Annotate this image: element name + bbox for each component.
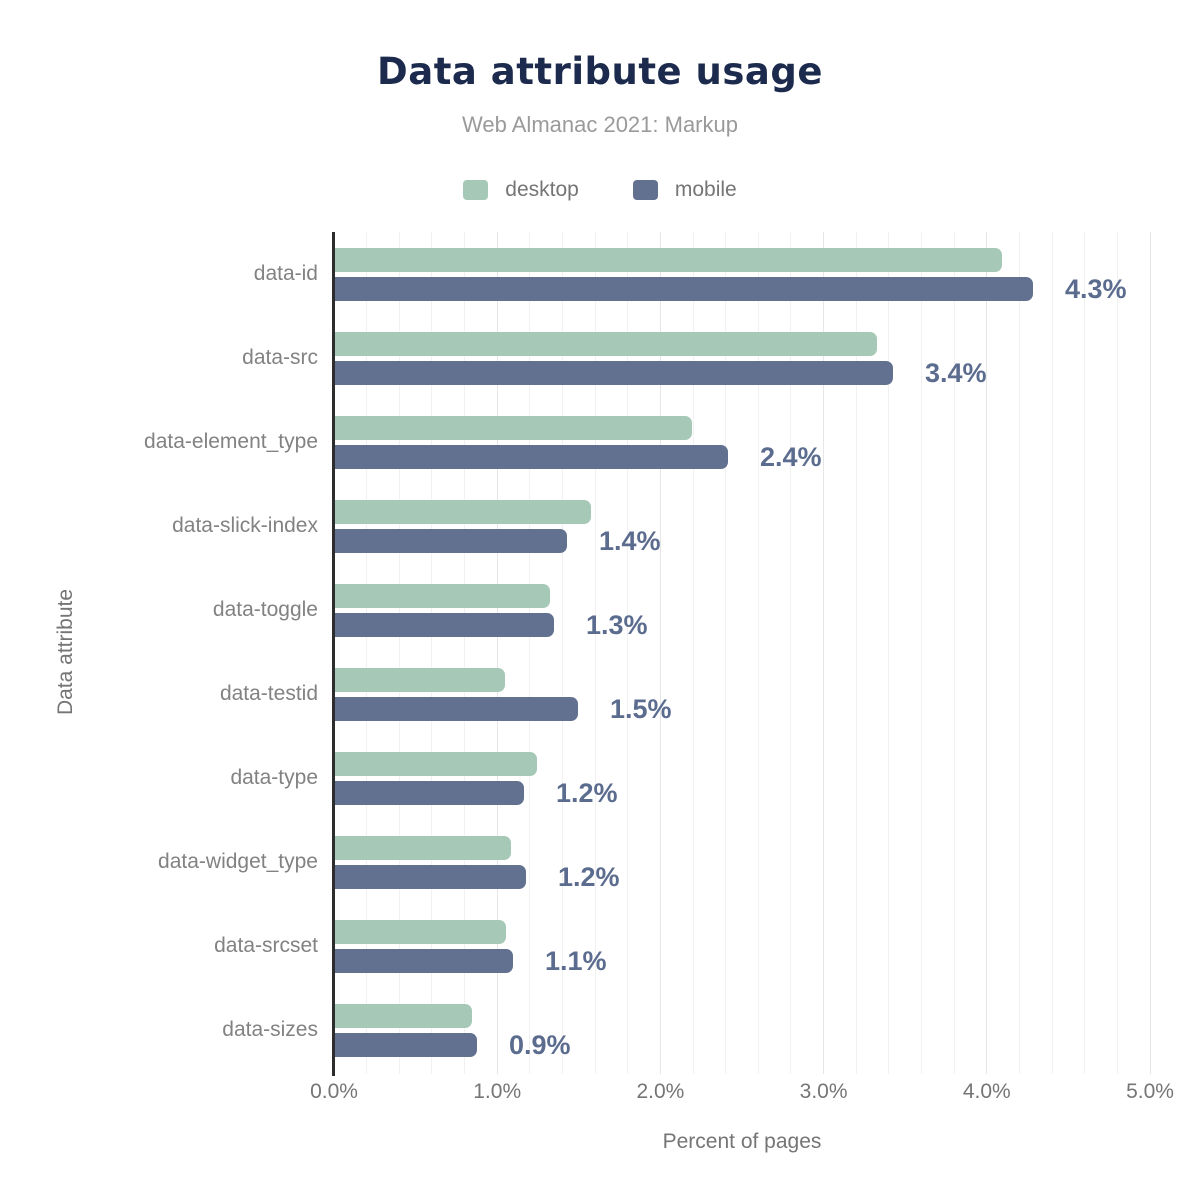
gridline-minor <box>855 232 857 1074</box>
bar-desktop-data-srcset <box>335 920 506 944</box>
bar-desktop-data-widget_type <box>335 836 511 860</box>
bar-desktop-data-toggle <box>335 584 550 608</box>
category-label-data-testid: data-testid <box>219 682 318 705</box>
gridline-minor <box>366 232 368 1074</box>
gridline-minor <box>398 232 400 1074</box>
value-label-data-widget_type: 1.2% <box>558 862 620 892</box>
category-label-data-id: data-id <box>253 262 318 285</box>
bar-desktop-data-testid <box>335 668 505 692</box>
x-tick-1.0%: 1.0% <box>473 1080 522 1103</box>
x-tick-3.0%: 3.0% <box>799 1080 848 1103</box>
gridline-major <box>986 232 988 1074</box>
x-tick-0.0%: 0.0% <box>310 1080 358 1103</box>
bar-desktop-data-sizes <box>335 1004 472 1028</box>
category-label-data-src: data-src <box>242 346 318 369</box>
gridline-minor <box>692 232 694 1074</box>
value-label-data-type: 1.2% <box>556 778 618 808</box>
legend-item-desktop: desktop <box>463 178 579 202</box>
bar-desktop-data-src <box>335 332 877 356</box>
category-label-data-sizes: data-sizes <box>222 1018 318 1041</box>
value-label-data-srcset: 1.1% <box>545 946 607 976</box>
gridline-minor <box>888 232 890 1074</box>
gridline-minor <box>561 232 563 1074</box>
category-label-data-widget_type: data-widget_type <box>158 850 318 873</box>
x-tick-2.0%: 2.0% <box>636 1080 685 1103</box>
desktop-swatch-icon <box>463 180 489 200</box>
x-tick-5.0%: 5.0% <box>1126 1080 1174 1103</box>
category-label-data-type: data-type <box>230 766 318 789</box>
bar-mobile-data-type <box>335 781 524 805</box>
bar-mobile-data-element_type <box>335 445 728 469</box>
value-label-data-sizes: 0.9% <box>509 1030 571 1060</box>
value-label-data-src: 3.4% <box>925 358 987 388</box>
gridline-major <box>496 232 498 1074</box>
value-label-data-element_type: 2.4% <box>760 442 822 472</box>
gridline-minor <box>431 232 433 1074</box>
gridline-minor <box>953 232 955 1074</box>
bar-desktop-data-id <box>335 248 1002 272</box>
chart-title: Data attribute usage <box>377 50 823 93</box>
legend-label-mobile: mobile <box>674 178 737 201</box>
legend-item-mobile: mobile <box>632 178 737 202</box>
gridline-minor <box>594 232 596 1074</box>
gridline-minor <box>529 232 531 1074</box>
gridline-minor <box>627 232 629 1074</box>
value-label-data-toggle: 1.3% <box>586 610 648 640</box>
y-axis-title: Data attribute <box>54 588 77 716</box>
y-axis-line <box>332 232 335 1076</box>
gridline-minor <box>464 232 466 1074</box>
legend: desktop mobile <box>0 178 1200 202</box>
gridline-major <box>823 232 825 1074</box>
bar-mobile-data-slick-index <box>335 529 567 553</box>
value-label-data-slick-index: 1.4% <box>599 526 661 556</box>
bar-desktop-data-type <box>335 752 537 776</box>
bar-mobile-data-srcset <box>335 949 513 973</box>
bar-mobile-data-id <box>335 277 1033 301</box>
gridline-minor <box>1084 232 1086 1074</box>
gridline-minor <box>725 232 727 1074</box>
gridline-minor <box>1116 232 1118 1074</box>
mobile-swatch-icon <box>632 180 658 200</box>
bar-mobile-data-toggle <box>335 613 554 637</box>
gridline-minor <box>790 232 792 1074</box>
bar-desktop-data-slick-index <box>335 500 591 524</box>
chart-subtitle: Web Almanac 2021: Markup <box>462 112 738 137</box>
value-label-data-id: 4.3% <box>1065 274 1127 304</box>
bar-desktop-data-element_type <box>335 416 692 440</box>
bar-mobile-data-src <box>335 361 893 385</box>
value-label-data-testid: 1.5% <box>610 694 672 724</box>
x-axis-title: Percent of pages <box>662 1130 822 1153</box>
gridline-minor <box>1018 232 1020 1074</box>
category-label-data-toggle: data-toggle <box>212 598 318 621</box>
category-label-data-element_type: data-element_type <box>144 430 318 453</box>
legend-label-desktop: desktop <box>505 178 579 201</box>
gridline-major <box>1149 232 1151 1074</box>
category-label-data-srcset: data-srcset <box>214 934 318 957</box>
gridline-minor <box>1051 232 1053 1074</box>
gridline-minor <box>921 232 923 1074</box>
bar-mobile-data-testid <box>335 697 578 721</box>
category-label-data-slick-index: data-slick-index <box>172 514 318 537</box>
bar-mobile-data-widget_type <box>335 865 526 889</box>
x-tick-4.0%: 4.0% <box>962 1080 1011 1103</box>
gridline-major <box>659 232 661 1074</box>
gridline-minor <box>757 232 759 1074</box>
bar-mobile-data-sizes <box>335 1033 477 1057</box>
